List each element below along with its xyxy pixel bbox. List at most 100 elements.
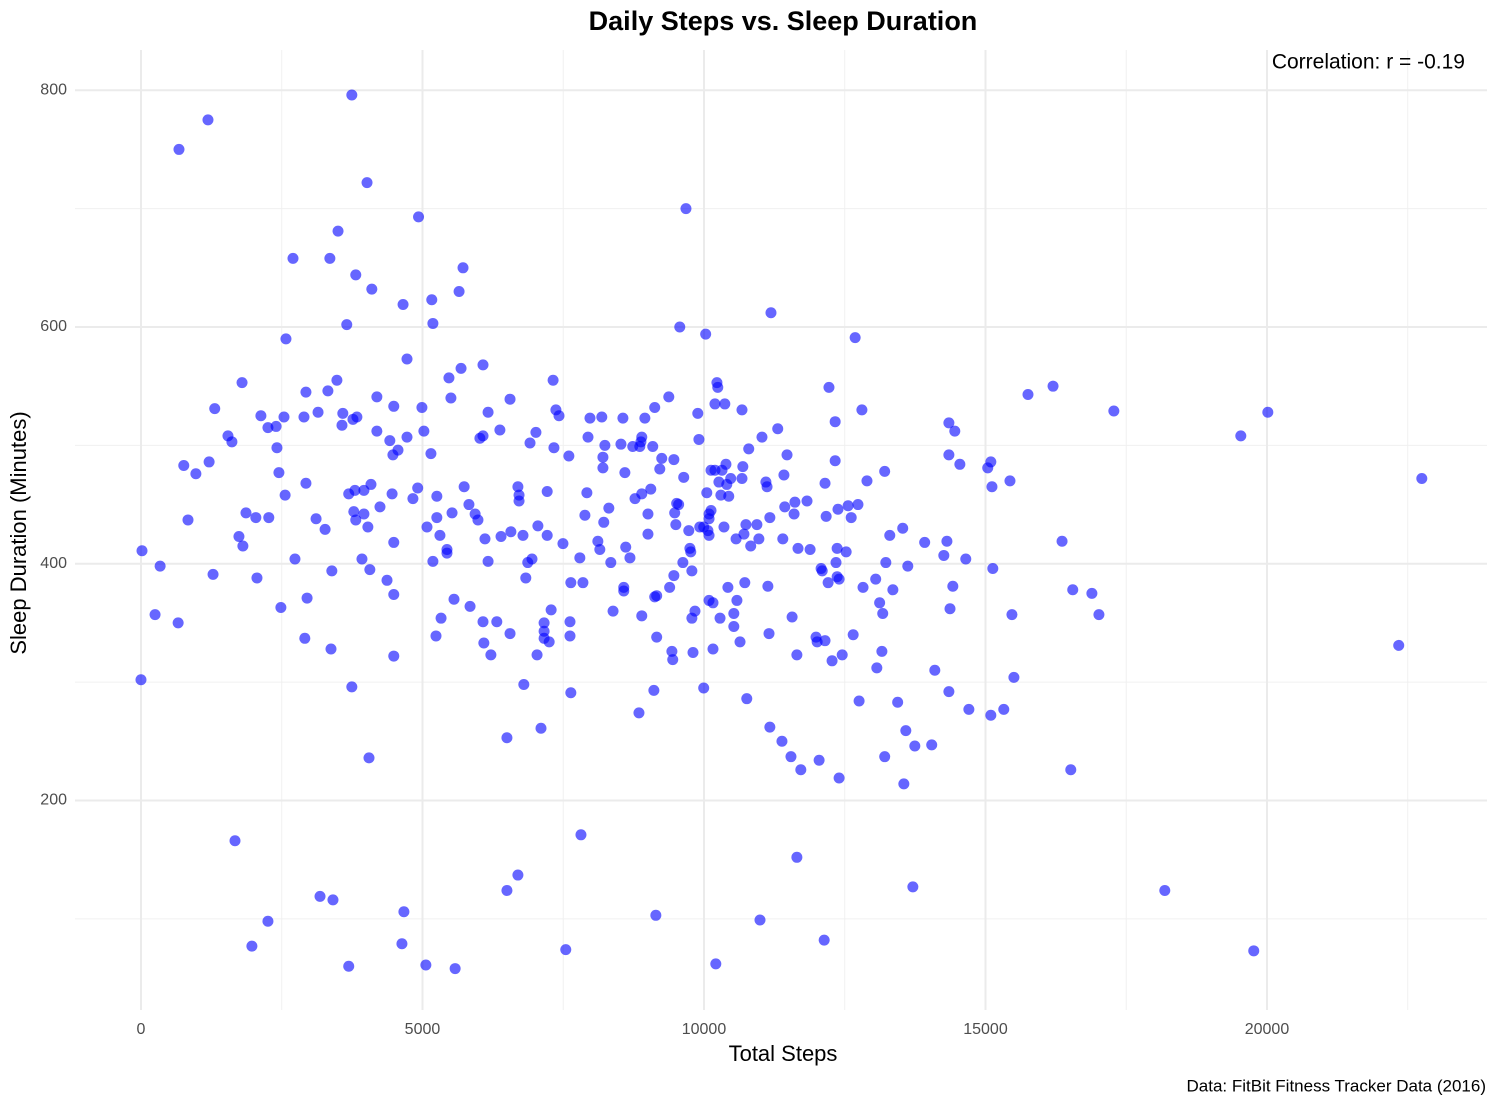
point xyxy=(849,332,861,344)
point xyxy=(745,540,757,552)
point xyxy=(874,597,886,609)
x-tick-label: 0 xyxy=(137,1021,146,1038)
point xyxy=(636,431,648,443)
point xyxy=(575,829,587,841)
point xyxy=(884,529,896,541)
point xyxy=(871,662,883,674)
point xyxy=(477,359,489,371)
point xyxy=(723,490,735,502)
point xyxy=(728,620,740,632)
point xyxy=(172,617,184,629)
point xyxy=(876,645,888,657)
point xyxy=(785,751,797,763)
point xyxy=(426,294,438,306)
point xyxy=(741,693,753,705)
point xyxy=(482,555,494,567)
point xyxy=(388,536,400,548)
point xyxy=(880,557,892,569)
point xyxy=(764,512,776,524)
point xyxy=(618,585,630,597)
point xyxy=(725,473,737,485)
point xyxy=(1393,639,1405,651)
point xyxy=(607,605,619,617)
point xyxy=(642,508,654,520)
point xyxy=(416,401,428,413)
point xyxy=(620,541,632,553)
point xyxy=(877,607,889,619)
point xyxy=(941,535,953,547)
point xyxy=(830,557,842,569)
point xyxy=(879,465,891,477)
point xyxy=(477,430,489,442)
point xyxy=(636,488,648,500)
point xyxy=(816,565,828,577)
point xyxy=(870,573,882,585)
point xyxy=(722,581,734,593)
point xyxy=(985,709,997,721)
point xyxy=(943,686,955,698)
point xyxy=(852,499,864,511)
point xyxy=(947,580,959,592)
point xyxy=(485,649,497,661)
point xyxy=(597,451,609,463)
point xyxy=(396,938,408,950)
point xyxy=(298,411,310,423)
point xyxy=(327,894,339,906)
point xyxy=(651,590,663,602)
point xyxy=(397,299,409,311)
point xyxy=(736,404,748,416)
point xyxy=(240,507,252,519)
point xyxy=(363,752,375,764)
point xyxy=(670,519,682,531)
point xyxy=(513,489,525,501)
point xyxy=(371,391,383,403)
point xyxy=(777,533,789,545)
point xyxy=(949,425,961,437)
point xyxy=(900,725,912,737)
point xyxy=(736,473,748,485)
point xyxy=(491,616,503,628)
point xyxy=(202,114,214,126)
point xyxy=(761,481,773,493)
point xyxy=(1248,945,1260,957)
point xyxy=(203,456,215,468)
point xyxy=(541,529,553,541)
point xyxy=(582,431,594,443)
point xyxy=(987,562,999,574)
point xyxy=(739,577,751,589)
point xyxy=(401,353,413,365)
point xyxy=(668,570,680,582)
point xyxy=(448,593,460,605)
point xyxy=(263,512,275,524)
point xyxy=(751,519,763,531)
point xyxy=(350,514,362,526)
point xyxy=(455,362,467,374)
point xyxy=(648,684,660,696)
point xyxy=(343,960,355,972)
point xyxy=(887,584,899,596)
point xyxy=(325,643,337,655)
point xyxy=(279,489,291,501)
point xyxy=(840,546,852,558)
point xyxy=(392,444,404,456)
y-tick-label: 600 xyxy=(40,318,67,335)
point xyxy=(707,597,719,609)
point xyxy=(300,386,312,398)
point xyxy=(960,553,972,565)
point xyxy=(765,307,777,319)
point xyxy=(753,533,765,545)
point xyxy=(441,547,453,559)
point xyxy=(664,581,676,593)
point xyxy=(431,512,443,524)
point xyxy=(135,674,147,686)
point xyxy=(299,632,311,644)
point xyxy=(1093,609,1105,621)
point xyxy=(154,560,166,572)
point xyxy=(262,422,274,434)
point xyxy=(756,431,768,443)
point xyxy=(720,458,732,470)
point xyxy=(719,398,731,410)
point xyxy=(998,703,1010,715)
